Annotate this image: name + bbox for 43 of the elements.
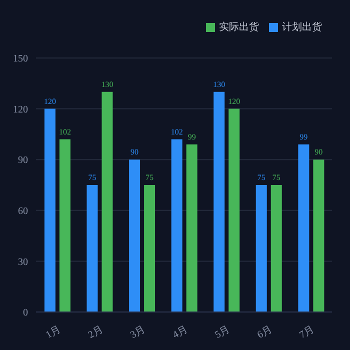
bar <box>214 92 225 312</box>
data-label: 75 <box>88 173 96 182</box>
data-label: 75 <box>146 173 154 182</box>
data-label: 90 <box>314 148 323 157</box>
y-tick-label: 150 <box>13 54 28 65</box>
data-label: 130 <box>101 80 114 89</box>
data-label: 99 <box>188 132 196 142</box>
y-tick-label: 30 <box>18 256 28 268</box>
y-tick-label: 0 <box>23 308 28 319</box>
bar <box>313 160 324 312</box>
x-tick-label: 3月 <box>128 324 148 342</box>
bar <box>59 139 70 312</box>
legend-label: 实际出货 <box>219 22 259 33</box>
x-tick-label: 2月 <box>86 324 105 342</box>
bar <box>186 144 198 312</box>
y-tick-label: 120 <box>13 104 28 116</box>
bar <box>144 185 156 312</box>
data-label: 130 <box>213 80 226 89</box>
x-tick-label: 4月 <box>171 324 190 342</box>
data-label: 99 <box>300 132 308 142</box>
data-label: 102 <box>170 127 183 136</box>
data-label: 102 <box>58 127 71 136</box>
x-tick-label: 5月 <box>213 324 232 342</box>
bar <box>270 185 282 312</box>
x-tick-label: 7月 <box>298 324 316 342</box>
data-label: 90 <box>130 148 139 157</box>
bar <box>171 139 182 312</box>
data-label: 120 <box>44 96 56 106</box>
bar <box>44 108 56 312</box>
y-tick-label: 90 <box>18 155 28 166</box>
y-tick-label: 60 <box>18 206 28 217</box>
bar <box>298 144 310 312</box>
bar <box>256 185 267 312</box>
x-tick-label: 6月 <box>256 324 274 342</box>
x-tick-label: 1月 <box>44 324 63 342</box>
bar <box>102 92 113 312</box>
data-label: 75 <box>272 173 280 182</box>
data-label: 120 <box>228 96 240 106</box>
bar <box>129 160 140 312</box>
bar <box>228 108 240 312</box>
bar <box>86 185 98 312</box>
legend-label: 计划出货 <box>282 22 322 33</box>
data-label: 75 <box>257 173 266 182</box>
